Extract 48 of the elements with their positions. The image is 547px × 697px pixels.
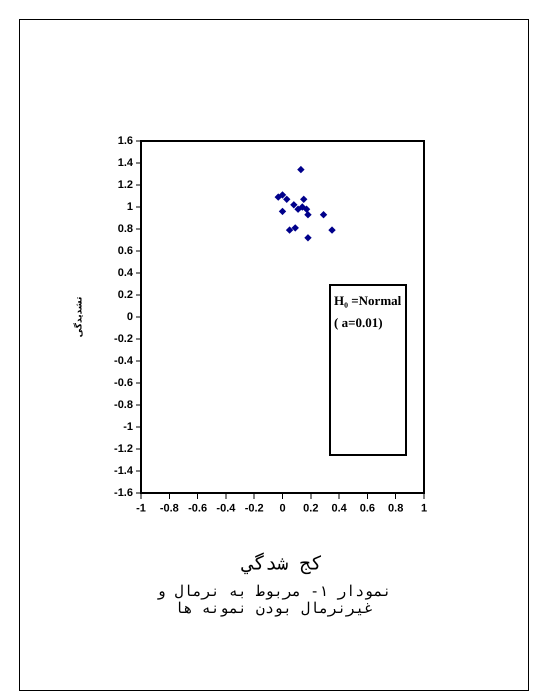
point <box>279 191 286 198</box>
y-tick-label: 1.4 <box>118 157 134 170</box>
note-box: H₀ =Normal ( a=0.01) <box>329 284 407 456</box>
y-tick-label: 1.6 <box>118 135 133 148</box>
y-tick-label: 0 <box>126 311 133 324</box>
point <box>304 211 312 218</box>
x-axis-title: کج شدگي <box>240 552 323 575</box>
x-tick-label: -0.2 <box>244 502 264 515</box>
point <box>279 208 286 215</box>
x-tick-label: 0.6 <box>360 502 376 515</box>
point <box>274 194 282 201</box>
y-tick-label: 0.6 <box>118 245 133 258</box>
point <box>290 201 298 208</box>
y-tick-label: -0.2 <box>114 333 133 346</box>
y-tick-label: -0.4 <box>114 355 134 368</box>
point <box>304 234 312 242</box>
x-tick-label: 0.2 <box>303 502 318 515</box>
point <box>286 226 294 234</box>
x-tick-label: 1 <box>420 502 428 515</box>
y-tick-label: 1 <box>126 201 133 214</box>
point <box>292 224 299 232</box>
y-tick-label: 0.8 <box>118 223 133 236</box>
x-tick-label: -0.6 <box>188 502 208 515</box>
x-tick-label: 0.4 <box>331 502 348 515</box>
y-tick-label: -1 <box>123 421 133 434</box>
x-tick-label: -0.4 <box>216 502 236 515</box>
x-tick-label: -0.8 <box>160 502 179 515</box>
point <box>294 206 302 213</box>
x-tick-label: 0 <box>279 502 286 515</box>
point <box>298 204 306 210</box>
y-axis-title: تشدیدگی <box>72 296 85 338</box>
x-tick-label: 0.8 <box>388 502 404 515</box>
y-tick-label: 0.4 <box>118 267 134 280</box>
y-tick-label: 1.2 <box>118 179 133 192</box>
x-tick-label: -1 <box>136 502 146 515</box>
point <box>303 206 310 213</box>
point <box>297 166 304 174</box>
point <box>283 196 290 203</box>
y-tick-label: -1.4 <box>114 465 134 478</box>
y-tick-label: -0.6 <box>114 377 133 390</box>
y-tick-label: 0.2 <box>118 289 133 302</box>
point <box>320 211 328 218</box>
y-tick-label: -1.6 <box>114 487 133 500</box>
point <box>300 196 308 203</box>
y-tick-label: -0.8 <box>114 399 133 412</box>
y-tick-label: -1.2 <box>114 443 133 456</box>
point <box>328 226 336 234</box>
text: نمودار ١- مربوط به نرمال و غيرنرمال بودن نمونه ها <box>156 582 392 617</box>
